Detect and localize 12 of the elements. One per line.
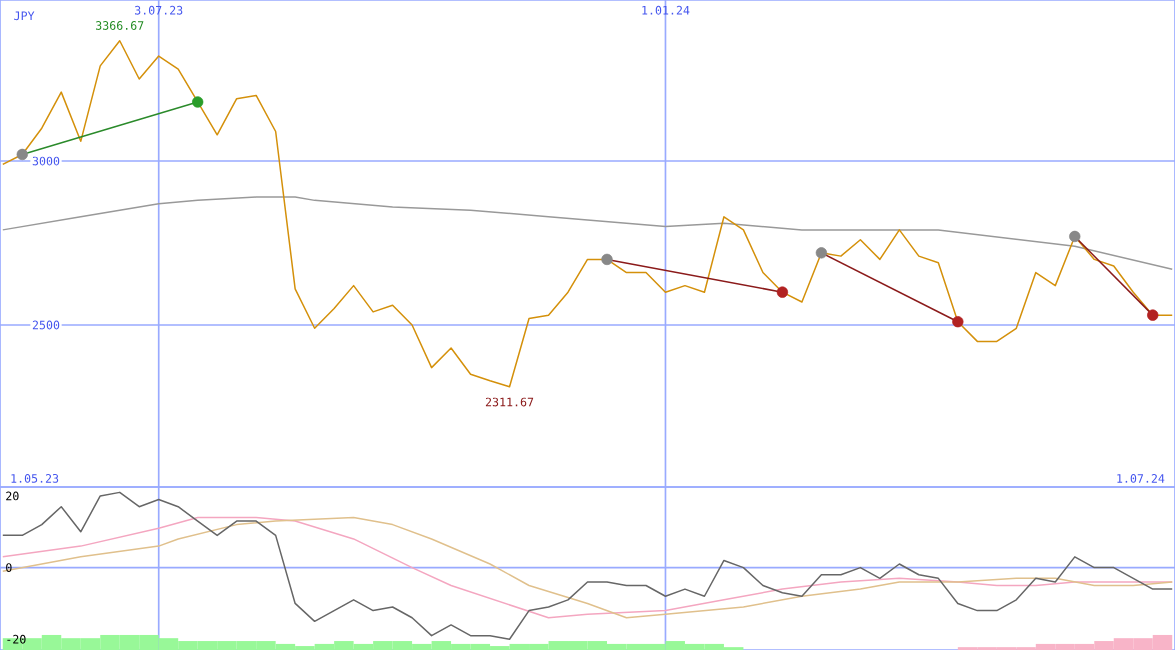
annotation: 2311.67 — [485, 397, 534, 407]
annotation: 3366.67 — [96, 21, 144, 30]
annotation: 1.07.24 — [1117, 474, 1165, 483]
y-tick-label: -20 — [7, 634, 26, 644]
x-tick-label: 3.07.23 — [135, 5, 183, 15]
y-tick-label: 0 — [6, 563, 12, 572]
x-tick-label: 1.01.24 — [642, 5, 690, 15]
y-tick-label: 20 — [6, 491, 19, 501]
y-tick-label: 2500 — [32, 320, 60, 330]
y-axis-title: JPY — [14, 11, 35, 21]
y-tick-label: 3000 — [32, 156, 60, 166]
annotation: 1.05.23 — [11, 474, 59, 483]
